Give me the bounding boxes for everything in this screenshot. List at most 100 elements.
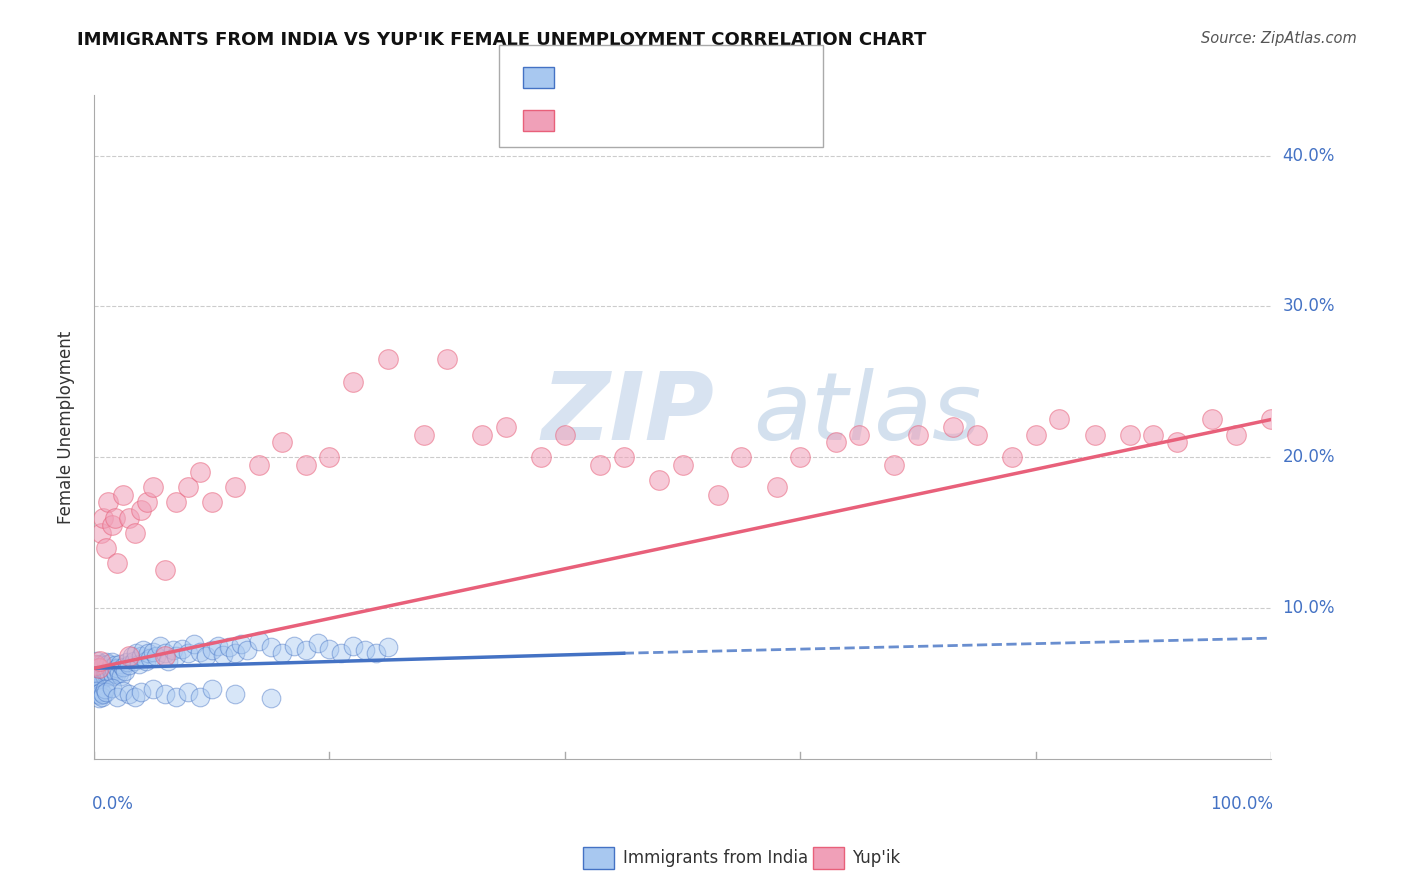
Point xyxy=(318,450,340,465)
Point xyxy=(177,646,200,660)
Point xyxy=(129,503,152,517)
Point xyxy=(87,660,110,674)
Point xyxy=(1260,412,1282,426)
Point xyxy=(188,465,211,479)
Point xyxy=(1225,427,1247,442)
Point xyxy=(90,665,112,680)
Text: 20.0%: 20.0% xyxy=(1282,448,1334,467)
Point xyxy=(94,667,117,681)
Point xyxy=(90,657,112,671)
Point xyxy=(89,654,111,668)
Point xyxy=(530,450,553,465)
Point xyxy=(907,427,929,442)
Point xyxy=(153,563,176,577)
Text: Yup'ik: Yup'ik xyxy=(852,849,900,867)
Point xyxy=(91,672,114,686)
Point xyxy=(86,665,108,680)
Point xyxy=(165,690,187,704)
Point xyxy=(183,637,205,651)
Point xyxy=(295,458,318,472)
Point xyxy=(224,646,246,660)
Point xyxy=(707,488,730,502)
Point xyxy=(104,658,127,673)
Point xyxy=(330,646,353,660)
Text: 10.0%: 10.0% xyxy=(1282,599,1334,617)
Point xyxy=(942,420,965,434)
Point xyxy=(97,657,120,671)
Point xyxy=(84,684,107,698)
Point xyxy=(97,495,120,509)
Point xyxy=(142,480,165,494)
Point xyxy=(318,641,340,656)
Point xyxy=(108,657,131,671)
Point xyxy=(91,669,114,683)
Text: Immigrants from India: Immigrants from India xyxy=(623,849,808,867)
Point xyxy=(824,435,846,450)
Point xyxy=(153,649,176,664)
Point xyxy=(283,639,305,653)
Point xyxy=(84,665,107,679)
Y-axis label: Female Unemployment: Female Unemployment xyxy=(58,330,75,524)
Point xyxy=(1166,435,1188,450)
Point xyxy=(145,649,167,664)
Point xyxy=(883,458,905,472)
Point xyxy=(353,643,375,657)
Point xyxy=(104,510,127,524)
Point xyxy=(125,646,148,660)
Point xyxy=(1083,427,1105,442)
Point xyxy=(112,660,135,674)
Point xyxy=(165,495,187,509)
Point xyxy=(100,655,122,669)
Point xyxy=(93,670,115,684)
Point xyxy=(201,643,224,657)
Point xyxy=(201,495,224,509)
Text: atlas: atlas xyxy=(754,368,981,459)
Point xyxy=(412,427,434,442)
Point xyxy=(307,635,329,649)
Point xyxy=(212,648,235,662)
Point xyxy=(124,690,146,704)
Point xyxy=(110,669,132,683)
Point xyxy=(93,663,115,677)
Point xyxy=(122,654,145,668)
Point xyxy=(94,660,117,674)
Point xyxy=(90,525,112,540)
Point xyxy=(84,658,107,673)
Point xyxy=(118,687,141,701)
Point xyxy=(218,640,240,655)
Point xyxy=(115,655,138,669)
Point xyxy=(91,661,114,675)
Point xyxy=(177,685,200,699)
Text: R = 0.614: R = 0.614 xyxy=(562,112,652,129)
Point xyxy=(84,673,107,688)
Point xyxy=(86,672,108,686)
Point xyxy=(589,458,612,472)
Point xyxy=(1025,427,1047,442)
Point xyxy=(342,639,364,653)
Point xyxy=(229,637,252,651)
Point xyxy=(94,655,117,669)
Point xyxy=(84,669,107,683)
Point xyxy=(107,665,129,680)
Text: N = 115: N = 115 xyxy=(685,69,759,87)
Point xyxy=(765,480,787,494)
Point xyxy=(730,450,752,465)
Point xyxy=(87,691,110,706)
Text: 40.0%: 40.0% xyxy=(1282,146,1334,165)
Point xyxy=(271,435,294,450)
Point xyxy=(105,667,128,681)
Text: 30.0%: 30.0% xyxy=(1282,297,1334,316)
Point xyxy=(93,510,115,524)
Point xyxy=(93,665,115,680)
Point xyxy=(124,525,146,540)
Point xyxy=(172,641,194,656)
Point xyxy=(966,427,988,442)
Point xyxy=(121,649,143,664)
Point xyxy=(86,687,108,701)
Point xyxy=(89,689,111,703)
Point xyxy=(89,663,111,677)
Point xyxy=(132,643,155,657)
Point xyxy=(247,634,270,648)
Point xyxy=(366,646,388,660)
Point xyxy=(162,643,184,657)
